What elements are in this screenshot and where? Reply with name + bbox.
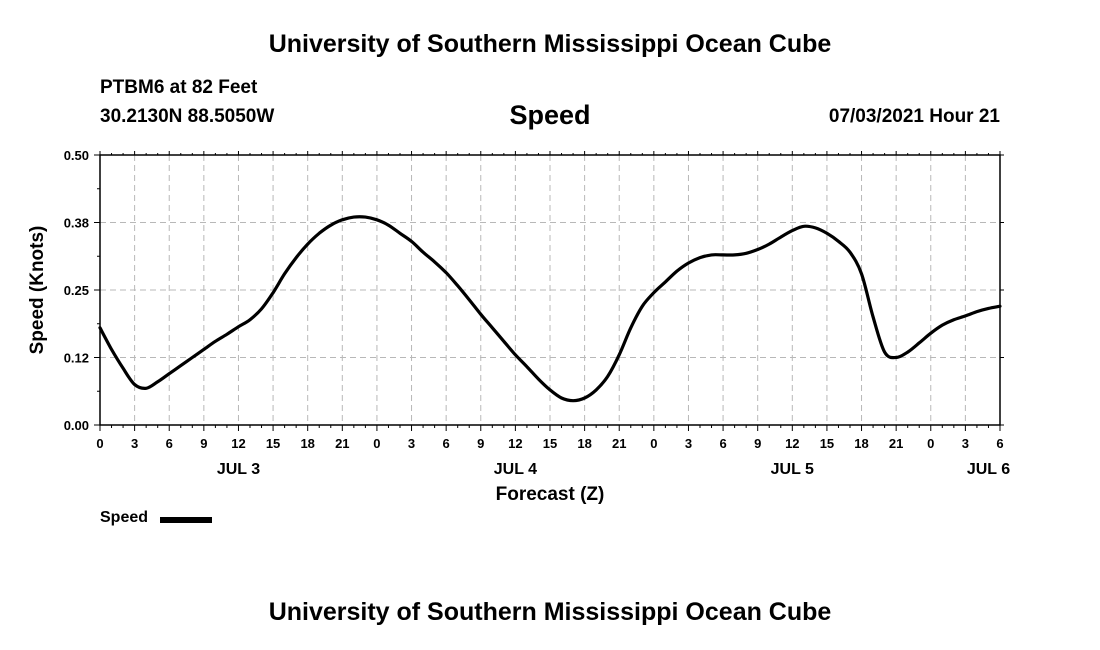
- axis-labels: 0 3 6 9 12 15 18 21 0 3 6 9 12 15 18 21 0 3 6 9 12 15 18 21 0 3 6 0…: [64, 148, 1011, 478]
- grid: [100, 155, 1000, 425]
- x-tick-label: 3: [685, 436, 692, 451]
- plot-frame: [99, 154, 1001, 426]
- series-layer: [98, 215, 1002, 403]
- x-tick-label: 9: [477, 436, 484, 451]
- x-tick-label: 0: [96, 436, 103, 451]
- x-tick-label: 12: [508, 436, 522, 451]
- y-tick-label: 0.25: [64, 283, 89, 298]
- x-tick-label: 21: [612, 436, 626, 451]
- station-coordinates: 30.2130N 88.5050W: [100, 106, 275, 127]
- x-tick-label: 9: [754, 436, 761, 451]
- day-label: JUL 4: [494, 461, 537, 478]
- x-tick-label: 21: [335, 436, 349, 451]
- x-axis-title: Forecast (Z): [496, 484, 605, 505]
- x-tick-label: 6: [443, 436, 450, 451]
- x-tick-label: 9: [200, 436, 207, 451]
- x-tick-label: 18: [854, 436, 868, 451]
- y-tick-label: 0.00: [64, 418, 89, 433]
- y-tick-label: 0.12: [64, 351, 89, 366]
- x-tick-label: 12: [231, 436, 245, 451]
- x-tick-label: 18: [300, 436, 314, 451]
- x-tick-label: 0: [373, 436, 380, 451]
- day-label: JUL 3: [217, 461, 260, 478]
- day-label: JUL 5: [771, 461, 814, 478]
- x-tick-label: 12: [785, 436, 799, 451]
- x-tick-label: 21: [889, 436, 903, 451]
- x-tick-label: 3: [962, 436, 969, 451]
- x-tick-label: 15: [820, 436, 834, 451]
- page-title: University of Southern Mississippi Ocean…: [268, 30, 832, 58]
- x-tick-label: 6: [166, 436, 173, 451]
- series-line-speed: [98, 215, 1002, 403]
- x-tick-label: 6: [996, 436, 1003, 451]
- forecast-timestamp: 07/03/2021 Hour 21: [828, 106, 1000, 127]
- y-tick-label: 0.50: [64, 148, 89, 163]
- x-tick-label: 18: [577, 436, 591, 451]
- x-tick-label: 0: [927, 436, 934, 451]
- station-label: PTBM6 at 82 Feet: [100, 77, 258, 98]
- y-tick-label: 0.38: [64, 216, 89, 231]
- chart-title: Speed: [509, 100, 591, 130]
- footer-title: University of Southern Mississippi Ocean…: [268, 598, 832, 626]
- legend-label: Speed: [100, 509, 149, 526]
- x-tick-label: 15: [266, 436, 280, 451]
- x-tick-label: 15: [543, 436, 557, 451]
- x-tick-label: 3: [131, 436, 138, 451]
- legend-swatch: [160, 517, 212, 523]
- x-tick-label: 6: [719, 436, 726, 451]
- x-tick-label: 0: [650, 436, 657, 451]
- x-tick-label: 3: [408, 436, 415, 451]
- day-label: JUL 6: [967, 461, 1010, 478]
- y-axis-title: Speed (Knots): [27, 226, 48, 355]
